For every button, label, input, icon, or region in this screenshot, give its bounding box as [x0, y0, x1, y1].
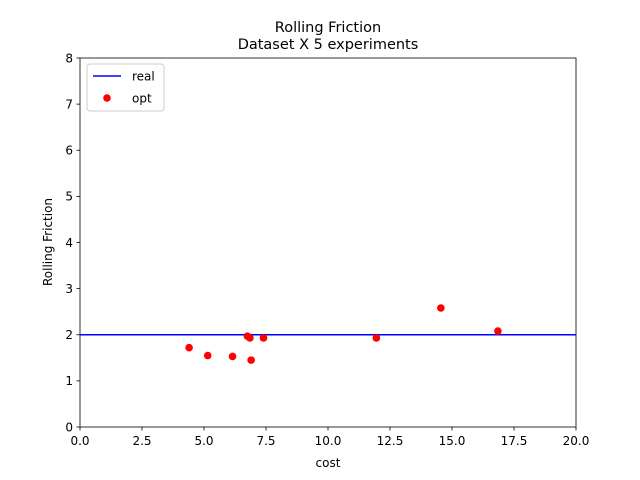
y-tick-label-7: 7 — [65, 97, 73, 111]
plot-area — [80, 304, 576, 364]
legend-real-label: real — [132, 70, 155, 84]
y-tick-label-0: 0 — [65, 420, 73, 434]
x-axis-label: cost — [316, 456, 341, 470]
y-tick-label-8: 8 — [65, 51, 73, 65]
opt-point-9 — [494, 327, 502, 335]
opt-point-7 — [372, 334, 381, 342]
x-tick-label-3: 7.5 — [256, 434, 275, 448]
opt-point-2 — [228, 352, 237, 361]
y-tick-label-3: 3 — [65, 282, 73, 296]
legend-opt-label: opt — [132, 92, 152, 106]
x-tick-label-0: 0.0 — [70, 434, 89, 448]
legend-opt-marker — [103, 94, 111, 102]
x-tick-label-8: 20.0 — [563, 434, 590, 448]
x-tick-label-2: 5.0 — [194, 434, 213, 448]
y-tick-label-5: 5 — [65, 190, 73, 204]
axes: 0.0 2.5 5.0 7.5 10.0 12.5 15.0 17.5 20.0 0 1 2 3 4 5 6 7… — [65, 51, 589, 448]
x-tick-label-1: 2.5 — [132, 434, 151, 448]
legend: real opt — [86, 63, 165, 112]
y-axis-label: Rolling Friction — [41, 198, 55, 286]
x-tick-label-7: 17.5 — [501, 434, 528, 448]
y-tick-label-4: 4 — [65, 236, 73, 250]
y-tick-label-6: 6 — [65, 144, 73, 158]
chart-subtitle: Dataset X 5 experiments — [238, 37, 419, 53]
opt-point-6 — [259, 334, 268, 342]
y-tick-label-2: 2 — [65, 328, 73, 342]
opt-point-1 — [203, 351, 212, 360]
opt-point-8 — [437, 304, 445, 312]
x-tick-label-4: 10.0 — [315, 434, 342, 448]
opt-point-4 — [246, 334, 254, 342]
x-tick-label-5: 12.5 — [377, 434, 404, 448]
x-tick-label-6: 15.0 — [439, 434, 466, 448]
opt-point-5 — [247, 356, 255, 364]
opt-point-0 — [185, 343, 193, 352]
y-tick-label-1: 1 — [65, 374, 73, 388]
chart-title: Rolling Friction — [275, 20, 381, 36]
